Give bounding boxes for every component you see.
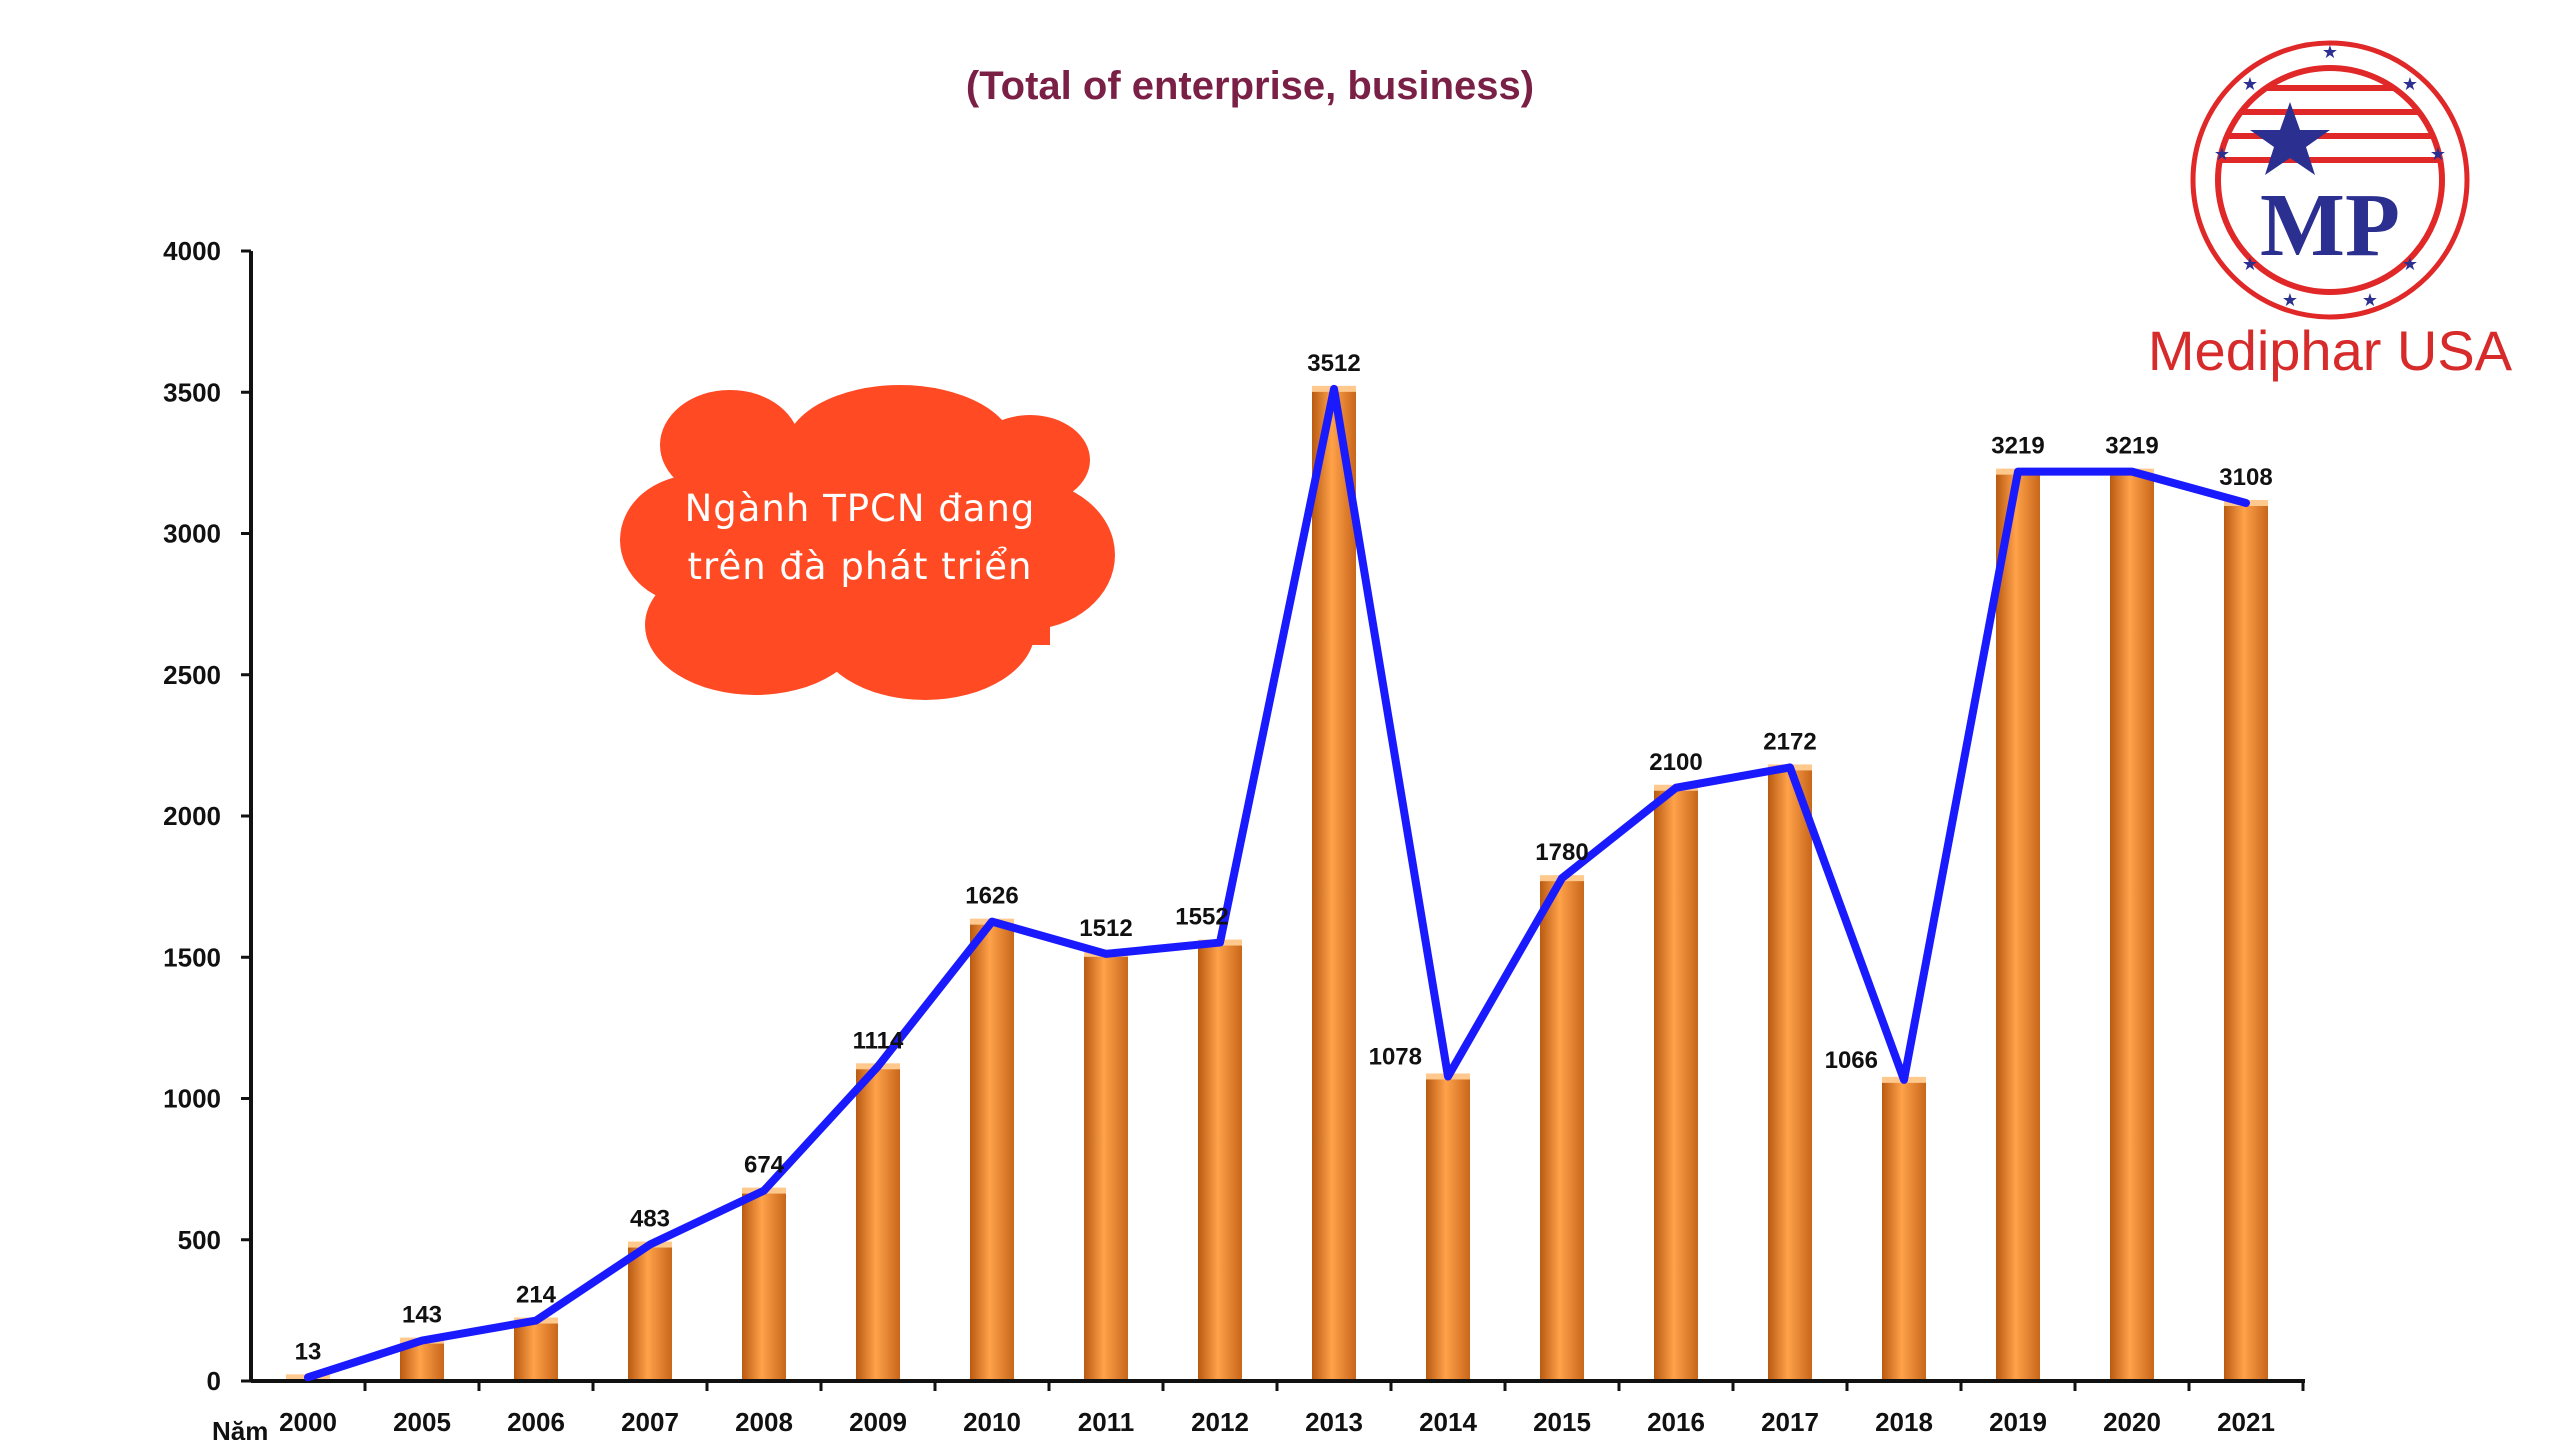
data-label-2007: 483 xyxy=(630,1206,670,1233)
x-tick-label-2000: 2000 xyxy=(279,1407,337,1437)
x-tick-label-2010: 2010 xyxy=(963,1407,1021,1437)
y-tick-label: 0 xyxy=(207,1366,221,1396)
x-tick-label-2021: 2021 xyxy=(2217,1407,2275,1437)
x-tick-label-2009: 2009 xyxy=(849,1407,907,1437)
data-label-2021: 3108 xyxy=(2219,464,2272,491)
bar-2015 xyxy=(1540,878,1584,1381)
x-tick-label-2007: 2007 xyxy=(621,1407,679,1437)
bar-2007 xyxy=(628,1244,672,1381)
x-tick-label-2013: 2013 xyxy=(1305,1407,1363,1437)
data-label-2012: 1552 xyxy=(1175,904,1228,931)
data-label-2015: 1780 xyxy=(1535,839,1588,866)
logo-inner-ring xyxy=(2215,65,2445,295)
callout-cloud xyxy=(620,385,1115,700)
bar-2019 xyxy=(1996,471,2040,1381)
y-tick-label: 3000 xyxy=(163,519,221,549)
svg-text:★: ★ xyxy=(2362,290,2378,311)
y-tick-label: 2500 xyxy=(163,660,221,690)
callout-line-2: trên đà phát triển xyxy=(687,545,1033,588)
y-tick-label: 1000 xyxy=(163,1084,221,1114)
svg-text:★: ★ xyxy=(2242,74,2258,95)
bar-2008 xyxy=(742,1190,786,1381)
data-label-2019: 3219 xyxy=(1991,433,2044,460)
mediphar-logo: MP ★ ★ ★ ★ ★ ★ ★ ★ ★ xyxy=(2190,40,2470,320)
x-tick-label-2008: 2008 xyxy=(735,1407,793,1437)
data-label-2006: 214 xyxy=(516,1282,557,1309)
svg-text:★: ★ xyxy=(2402,254,2418,275)
brand-name: Mediphar USA xyxy=(2147,319,2513,382)
callout-line-1: Ngành TPCN đang xyxy=(684,487,1036,530)
bar-2014 xyxy=(1426,1076,1470,1381)
x-tick-label-2014: 2014 xyxy=(1419,1407,1477,1437)
bar-2013 xyxy=(1312,388,1356,1381)
data-label-2008: 674 xyxy=(744,1152,785,1179)
data-label-2011: 1512 xyxy=(1079,915,1132,942)
data-label-2010: 1626 xyxy=(965,883,1018,910)
x-tick-label-2020: 2020 xyxy=(2103,1407,2161,1437)
chart-subtitle: (Total of enterprise, business) xyxy=(965,64,1535,108)
bar-2016 xyxy=(1654,787,1698,1381)
data-label-2013: 3512 xyxy=(1307,350,1360,377)
x-tick-label-2015: 2015 xyxy=(1533,1407,1591,1437)
x-tick-label-2017: 2017 xyxy=(1761,1407,1819,1437)
logo-small-stars: ★ ★ ★ ★ ★ ★ ★ ★ ★ xyxy=(2214,42,2446,311)
svg-text:★: ★ xyxy=(2322,42,2338,63)
x-tick-label-2019: 2019 xyxy=(1989,1407,2047,1437)
data-label-2009: 1114 xyxy=(853,1027,904,1054)
logo-monogram: MP xyxy=(2260,176,2400,275)
bar-2011 xyxy=(1084,953,1128,1381)
callout-text: Ngành TPCN đang trên đà phát triển xyxy=(620,480,1100,596)
data-label-2020: 3219 xyxy=(2105,433,2158,460)
data-label-2014: 1078 xyxy=(1369,1043,1422,1070)
y-tick-label: 4000 xyxy=(163,236,221,266)
bar-2009 xyxy=(856,1066,900,1381)
x-tick-label-2006: 2006 xyxy=(507,1407,565,1437)
y-tick-label: 2000 xyxy=(163,801,221,831)
y-tick-label: 3500 xyxy=(163,377,221,407)
data-label-2000: 13 xyxy=(295,1338,322,1365)
data-label-2016: 2100 xyxy=(1649,749,1702,776)
data-label-2005: 143 xyxy=(402,1302,442,1329)
data-label-2017: 2172 xyxy=(1763,728,1816,755)
data-label-2018: 1066 xyxy=(1825,1047,1878,1074)
bar-2012 xyxy=(1198,942,1242,1381)
x-tick-label-2016: 2016 xyxy=(1647,1407,1705,1437)
svg-text:★: ★ xyxy=(2214,144,2230,165)
bar-2020 xyxy=(2110,471,2154,1381)
svg-text:★: ★ xyxy=(2402,74,2418,95)
bar-2010 xyxy=(970,921,1014,1381)
star-icon xyxy=(2250,102,2330,175)
bar-2021 xyxy=(2224,502,2268,1381)
x-tick-label-2018: 2018 xyxy=(1875,1407,1933,1437)
x-tick-label-2012: 2012 xyxy=(1191,1407,1249,1437)
x-tick-label-2005: 2005 xyxy=(393,1407,451,1437)
svg-text:★: ★ xyxy=(2282,290,2298,311)
y-tick-label: 1500 xyxy=(163,942,221,972)
callout-cloud-shape xyxy=(620,385,1115,700)
bar-2018 xyxy=(1882,1079,1926,1381)
svg-text:★: ★ xyxy=(2242,254,2258,275)
trend-line xyxy=(304,384,2250,1382)
x-tick-label-2011: 2011 xyxy=(1078,1407,1134,1437)
bar-2017 xyxy=(1768,767,1812,1381)
x-axis-label: Năm xyxy=(212,1416,268,1440)
svg-text:★: ★ xyxy=(2430,144,2446,165)
y-tick-label: 500 xyxy=(178,1225,221,1255)
bar-2006 xyxy=(514,1320,558,1381)
